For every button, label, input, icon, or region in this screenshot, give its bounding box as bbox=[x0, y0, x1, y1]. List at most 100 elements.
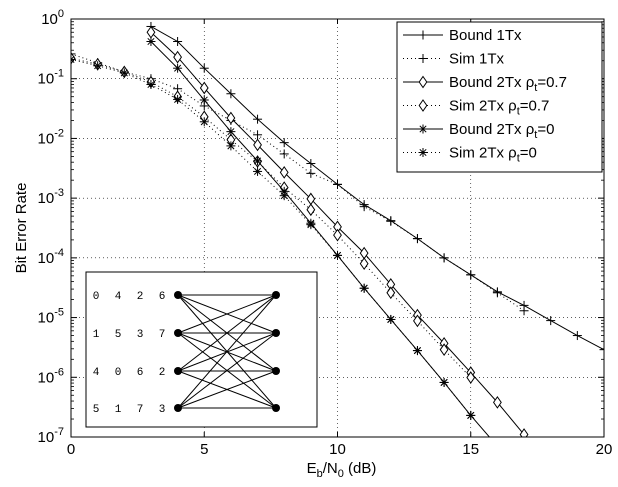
marker-stroke bbox=[413, 347, 422, 355]
axis-label-layer: Bit Error Rate Eb/N0 (dB) bbox=[13, 183, 376, 480]
marker-shape bbox=[519, 428, 529, 437]
series-layer bbox=[71, 21, 604, 437]
legend-label: Bound 1Tx bbox=[449, 27, 522, 44]
x-tick-label: 0 bbox=[67, 441, 75, 458]
marker-shape bbox=[253, 138, 262, 152]
y-tick-label-exponent: -4 bbox=[54, 247, 64, 259]
marker-stroke bbox=[280, 192, 288, 200]
data-point bbox=[226, 141, 236, 151]
y-tick-label-exponent: -2 bbox=[54, 127, 64, 139]
series-line bbox=[150, 26, 604, 351]
data-point bbox=[253, 156, 263, 166]
data-point bbox=[439, 377, 449, 387]
y-axis-label: Bit Error Rate bbox=[13, 183, 30, 274]
marker-stroke bbox=[227, 142, 235, 150]
inset-label: 0 bbox=[93, 291, 100, 303]
data-point bbox=[146, 36, 156, 46]
data-point bbox=[492, 288, 502, 298]
inset-label: 2 bbox=[159, 367, 166, 379]
data-point bbox=[253, 166, 263, 176]
data-point bbox=[439, 253, 449, 263]
marker-stroke bbox=[147, 80, 155, 89]
marker-shape bbox=[173, 50, 183, 64]
marker-stroke bbox=[200, 118, 208, 126]
inset-label: 1 bbox=[115, 404, 122, 416]
legend-entry: Bound 1Tx bbox=[403, 27, 522, 44]
marker-shape bbox=[333, 228, 342, 242]
inset-node-left bbox=[174, 367, 182, 375]
legend-label: Sim 2Tx ρt=0.7 bbox=[449, 98, 549, 118]
x-axis-label-sub2: 0 bbox=[338, 468, 344, 480]
marker-shape bbox=[418, 75, 428, 89]
y-tick-label: 10-2 bbox=[38, 127, 64, 147]
data-point bbox=[519, 428, 529, 437]
legend-label-text: Bound 1Tx bbox=[449, 27, 522, 44]
data-point bbox=[253, 138, 262, 152]
marker-stroke bbox=[227, 128, 235, 136]
inset-node-left bbox=[174, 329, 182, 337]
x-axis-label-mid: /N bbox=[323, 460, 338, 477]
y-tick-label-base: 10 bbox=[38, 71, 55, 88]
y-tick-label-base: 10 bbox=[41, 11, 58, 28]
inset-edge bbox=[177, 294, 277, 334]
data-point bbox=[413, 314, 422, 328]
data-point bbox=[572, 331, 582, 341]
marker-shape bbox=[199, 81, 209, 95]
data-point bbox=[359, 202, 369, 212]
series-4 bbox=[71, 51, 476, 384]
data-point bbox=[146, 80, 156, 90]
data-point bbox=[71, 54, 76, 64]
legend-marker bbox=[418, 30, 428, 40]
legend-marker bbox=[418, 75, 428, 89]
data-point bbox=[466, 270, 476, 280]
inset-label: 7 bbox=[159, 329, 166, 341]
marker-shape bbox=[413, 314, 422, 328]
y-tick-label-base: 10 bbox=[38, 130, 55, 147]
legend-entry: Sim 2Tx ρt=0 bbox=[403, 145, 537, 165]
data-point bbox=[226, 127, 236, 137]
y-tick-label-base: 10 bbox=[38, 190, 55, 207]
data-point bbox=[279, 166, 289, 179]
inset-node-right bbox=[272, 329, 280, 337]
inset-label: 6 bbox=[137, 367, 144, 379]
marker-stroke bbox=[94, 62, 102, 70]
y-tick-label-base: 10 bbox=[38, 310, 55, 327]
inset-node-right bbox=[272, 404, 280, 412]
data-point bbox=[546, 316, 556, 326]
marker-stroke bbox=[360, 284, 368, 292]
data-point bbox=[333, 179, 342, 189]
data-point bbox=[226, 111, 236, 125]
data-point bbox=[173, 63, 183, 73]
marker-stroke bbox=[71, 58, 75, 64]
x-tick-label: 20 bbox=[596, 441, 613, 458]
data-point bbox=[412, 234, 422, 244]
x-tick-label: 10 bbox=[329, 441, 346, 458]
x-axis-label-tail: (dB) bbox=[344, 460, 377, 477]
marker-stroke bbox=[440, 378, 448, 386]
marker-stroke bbox=[174, 95, 182, 103]
y-tick-label-base: 10 bbox=[38, 429, 55, 446]
y-tick-label-exponent: -1 bbox=[54, 68, 64, 80]
inset-label: 0 bbox=[115, 367, 122, 379]
data-point bbox=[71, 49, 76, 59]
data-point bbox=[306, 203, 316, 217]
legend-label-tail: =0.7 bbox=[537, 74, 567, 91]
marker-shape bbox=[359, 257, 369, 271]
data-point bbox=[492, 395, 502, 409]
legend-marker bbox=[418, 124, 428, 134]
legend-label-text: Sim 2Tx ρ bbox=[449, 98, 517, 115]
data-point bbox=[173, 36, 183, 46]
inset-label: 3 bbox=[159, 404, 166, 416]
inset-label: 4 bbox=[93, 367, 100, 379]
data-point bbox=[306, 159, 316, 169]
legend-marker bbox=[418, 148, 428, 157]
data-point bbox=[306, 168, 316, 178]
data-point bbox=[279, 191, 289, 201]
y-tick-label-exponent: -7 bbox=[54, 426, 64, 438]
data-point bbox=[466, 410, 476, 420]
data-point bbox=[279, 149, 289, 159]
data-point bbox=[386, 286, 396, 300]
legend-label-tail: =0 bbox=[520, 145, 537, 162]
legend-label-subscript: t bbox=[517, 106, 520, 118]
